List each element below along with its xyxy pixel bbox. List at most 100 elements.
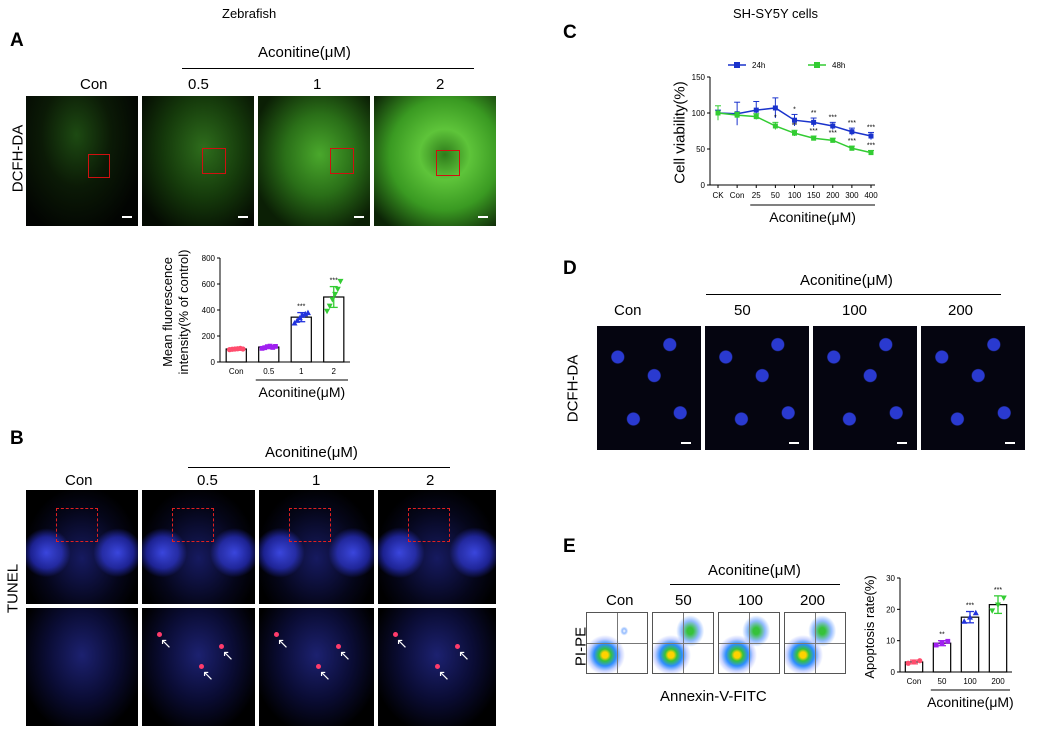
- tunel-positive-cell: [157, 632, 162, 637]
- tunel-positive-cell: [274, 632, 279, 637]
- significance-label: *: [793, 106, 796, 113]
- cell-dcfh-image: [921, 326, 1025, 450]
- data-point: [917, 658, 923, 664]
- panel-d-letter: D: [563, 258, 577, 279]
- x-axis-label: Aconitine(μM): [927, 694, 1014, 710]
- panel-a-col-con: Con: [80, 76, 108, 93]
- zebrafish-dcfh-image-2: [374, 96, 496, 226]
- panel-d-dcfh-label: DCFH-DA: [564, 354, 582, 423]
- flow-cytometry-grid: [586, 612, 846, 674]
- category-label: 200: [826, 191, 840, 200]
- tunel-overview-image: [378, 490, 496, 604]
- panel-b-tunel-label: TUNEL: [4, 563, 22, 614]
- scale-bar: [1005, 442, 1015, 444]
- y-axis-label-line2: intensity(% of control): [176, 250, 191, 375]
- roi-box: [330, 148, 354, 174]
- data-point: [329, 297, 336, 303]
- tunel-overview-image: [142, 490, 255, 604]
- data-point: [933, 642, 939, 648]
- data-point: [849, 145, 855, 151]
- significance-label: **: [792, 122, 798, 129]
- data-point: [273, 344, 278, 349]
- data-point: [939, 640, 945, 646]
- panel-d-col-con: Con: [614, 302, 642, 319]
- arrow-icon: ↖: [222, 648, 234, 664]
- y-tick-label: 20: [886, 605, 895, 614]
- legend-label: 48h: [832, 61, 845, 70]
- roi-box: [202, 148, 226, 174]
- category-label: 50: [771, 191, 780, 200]
- category-label: 300: [845, 191, 859, 200]
- tunel-overview-image: [26, 490, 138, 604]
- significance-label: ***: [994, 587, 1002, 594]
- y-axis-label: Apoptosis rate(%): [862, 575, 877, 678]
- zoom-region-box: [172, 508, 214, 542]
- zebrafish-dcfh-image-0-5: [142, 96, 254, 226]
- scale-bar: [478, 216, 488, 218]
- data-point: [324, 308, 331, 315]
- panel-e-bar-chart: 0 10 20 30 Con ** 50 *** 100 *** 200 Aconitine(μM) A…: [862, 574, 1014, 710]
- data-point: [270, 345, 276, 350]
- x-axis-label: Aconitine(μM): [259, 384, 346, 400]
- significance-label: *: [774, 114, 777, 121]
- y-tick-label: 0: [211, 358, 216, 367]
- y-tick-label: 50: [696, 145, 705, 154]
- panel-d-col-50: 50: [734, 302, 751, 319]
- panel-e-letter: E: [563, 536, 576, 557]
- x-axis-label: Aconitine(μM): [769, 209, 856, 225]
- panel-c-line-chart: 0 50 100 150 CK Con 25 50 100 150 200 300 400 24h 48h *…: [692, 61, 879, 225]
- tunel-zoom-image: ↖ ↖ ↖: [378, 608, 496, 726]
- tunel-positive-cell: [393, 632, 398, 637]
- zoom-region-box: [56, 508, 98, 542]
- tunel-overview-image: [259, 490, 374, 604]
- panel-a-letter: A: [10, 30, 24, 51]
- scale-bar: [238, 216, 248, 218]
- data-point: [1000, 595, 1007, 602]
- panel-d-header-line: [706, 294, 1001, 295]
- data-point: [715, 110, 721, 116]
- y-tick-label: 0: [701, 181, 706, 190]
- arrow-icon: ↖: [458, 648, 470, 664]
- panel-b-letter: B: [10, 428, 24, 449]
- roi-box: [436, 150, 460, 176]
- data-point: [734, 112, 740, 118]
- significance-label: **: [939, 632, 945, 639]
- category-label: 25: [752, 191, 761, 200]
- cell-dcfh-image: [597, 326, 701, 450]
- data-point: [830, 123, 836, 129]
- tunel-zoom-image: ↖ ↖ ↖: [259, 608, 374, 726]
- arrow-icon: ↖: [160, 636, 172, 652]
- panel-b-col-con: Con: [65, 472, 93, 489]
- significance-label: ***: [966, 603, 974, 610]
- data-point: [945, 638, 951, 644]
- significance-label: ***: [867, 142, 875, 149]
- data-point: [772, 123, 778, 129]
- tunel-positive-cell: [336, 644, 341, 649]
- panel-d-col-200: 200: [948, 302, 974, 319]
- data-point: [337, 278, 344, 285]
- panel-b-col-1: 1: [312, 472, 321, 489]
- data-point: [753, 107, 759, 113]
- panel-d-aconitine-header: Aconitine(μM): [800, 272, 893, 289]
- significance-label: **: [811, 110, 817, 117]
- y-tick-label: 0: [891, 668, 896, 677]
- zoom-region-box: [289, 508, 331, 542]
- scale-bar: [122, 216, 132, 218]
- panel-d-col-100: 100: [842, 302, 868, 319]
- category-label: 0.5: [263, 367, 275, 376]
- flow-cytometry-plot: [586, 612, 648, 674]
- data-point: [868, 150, 874, 156]
- significance-label: ***: [330, 278, 338, 285]
- category-label: 100: [788, 191, 802, 200]
- scale-bar: [789, 442, 799, 444]
- tunel-grid: ↖ ↖ ↖ ↖ ↖ ↖ ↖ ↖ ↖: [26, 490, 496, 726]
- y-tick-label: 800: [202, 254, 216, 263]
- arrow-icon: ↖: [438, 668, 450, 684]
- panel-a-col-2: 2: [436, 76, 445, 93]
- y-tick-label: 100: [692, 109, 706, 118]
- arrow-icon: ↖: [277, 636, 289, 652]
- tunel-positive-cell: [455, 644, 460, 649]
- panel-a-col-0-5: 0.5: [188, 76, 209, 93]
- legend-label: 24h: [752, 61, 765, 70]
- y-tick-label: 600: [202, 280, 216, 289]
